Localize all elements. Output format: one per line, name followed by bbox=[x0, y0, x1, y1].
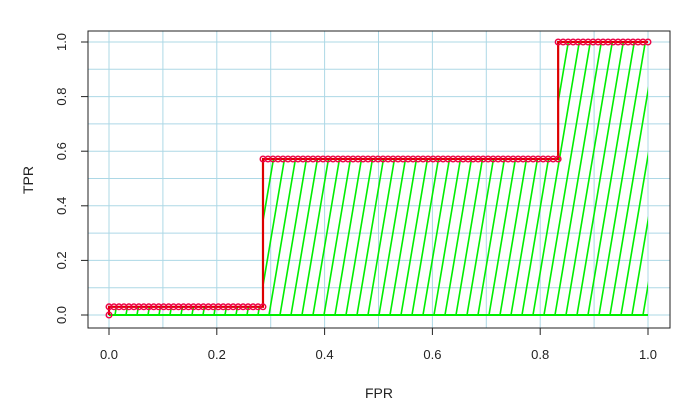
x-axis-title: FPR bbox=[365, 385, 393, 401]
area-hatch bbox=[49, 32, 692, 315]
x-tick-label: 0.0 bbox=[100, 347, 118, 362]
roc-line bbox=[107, 40, 648, 315]
hatch-line bbox=[620, 42, 648, 315]
x-tick-label: 0.4 bbox=[316, 347, 334, 362]
hatch-line bbox=[587, 42, 637, 315]
roc-marker bbox=[554, 155, 562, 163]
hatch-line bbox=[565, 42, 615, 315]
hatch-line bbox=[213, 42, 263, 315]
hatch-line bbox=[180, 42, 230, 315]
x-tick-label: 0.8 bbox=[531, 347, 549, 362]
hatch-line bbox=[598, 42, 648, 315]
x-tick-label: 0.6 bbox=[423, 347, 441, 362]
y-tick-label: 0.6 bbox=[54, 142, 69, 160]
hatch-line bbox=[532, 42, 582, 315]
y-tick-label: 0.2 bbox=[54, 251, 69, 269]
hatch-line bbox=[109, 42, 142, 315]
hatch-line bbox=[554, 42, 604, 315]
x-tick-label: 0.2 bbox=[208, 347, 226, 362]
x-tick-label: 1.0 bbox=[639, 347, 657, 362]
plot-frame bbox=[87, 30, 671, 329]
hatch-line bbox=[543, 42, 593, 315]
y-tick-label: 0.0 bbox=[54, 306, 69, 324]
hatch-line bbox=[191, 42, 241, 315]
hatch-line bbox=[665, 32, 692, 315]
x-axis: 0.0 0.2 0.4 0.6 0.8 1.0 bbox=[100, 328, 657, 362]
y-tick-label: 0.4 bbox=[54, 197, 69, 215]
hatch-line bbox=[654, 32, 692, 315]
hatch-line bbox=[158, 42, 208, 315]
hatch-line bbox=[202, 42, 252, 315]
y-axis-title: TPR bbox=[20, 166, 36, 194]
roc-marker bbox=[644, 38, 652, 46]
y-axis: 0.0 0.2 0.4 0.6 0.8 1.0 bbox=[54, 33, 88, 324]
hatch-line bbox=[125, 42, 175, 315]
hatch-line bbox=[631, 42, 648, 315]
hatch-line bbox=[114, 42, 164, 315]
roc-marker bbox=[259, 303, 267, 311]
area-under-curve bbox=[49, 32, 692, 316]
roc-marker bbox=[105, 311, 113, 319]
hatch-line bbox=[576, 42, 626, 315]
hatch-line bbox=[109, 42, 153, 315]
hatch-line bbox=[609, 42, 648, 315]
hatch-line bbox=[109, 42, 131, 315]
hatch-line bbox=[642, 42, 648, 315]
hatch-line bbox=[687, 32, 692, 315]
hatch-line bbox=[147, 42, 197, 315]
y-tick-label: 1.0 bbox=[54, 33, 69, 51]
hatch-line bbox=[60, 32, 108, 315]
hatch-line bbox=[136, 42, 186, 315]
hatch-line bbox=[521, 42, 571, 315]
hatch-line bbox=[109, 42, 120, 315]
hatch-line bbox=[676, 32, 692, 315]
hatch-line bbox=[49, 32, 97, 315]
roc-markers bbox=[105, 38, 652, 319]
roc-step-line bbox=[107, 40, 648, 315]
y-tick-label: 0.8 bbox=[54, 88, 69, 106]
hatch-line bbox=[169, 42, 219, 315]
